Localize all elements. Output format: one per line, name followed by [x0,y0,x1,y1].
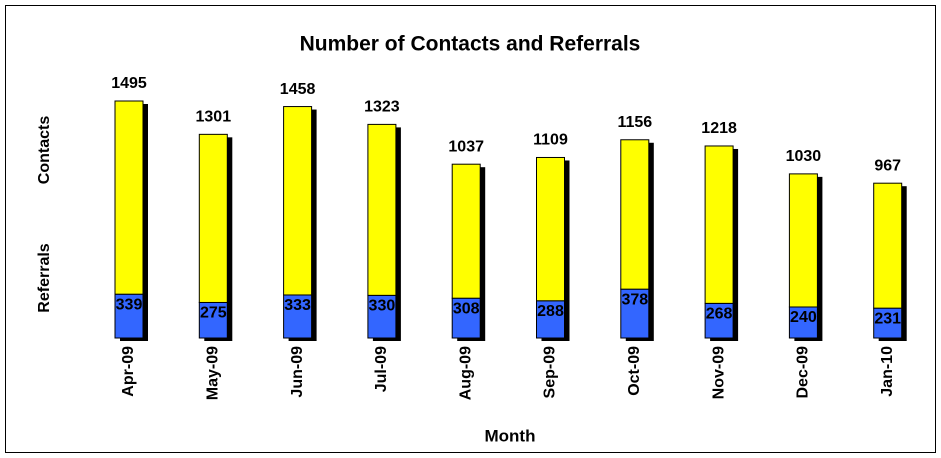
value-label: 333 [284,297,311,314]
bar-segment [198,133,228,303]
value-label: 1495 [111,75,147,92]
bar-segment [114,100,144,295]
value-label: 339 [116,296,143,313]
bar-segment [620,139,650,290]
bar-segment [704,302,734,339]
x-tick-label: Sep-09 [542,346,559,399]
bar-segment [704,145,734,304]
value-label: 275 [200,305,227,322]
bar-segment [283,294,313,339]
value-label: 1037 [448,138,484,155]
value-label: 1030 [786,148,822,165]
value-label: 268 [706,306,733,323]
bar-segment [451,297,481,339]
bar-segment [536,156,565,302]
value-label: 1156 [617,114,652,131]
x-tick-label: Jan-10 [879,346,896,397]
x-tick-label: May-09 [205,346,222,400]
value-label: 1301 [196,109,232,126]
x-tick-label: Nov-09 [710,346,727,399]
bar-segment [536,300,565,339]
bar-segment [367,123,397,296]
x-axis-label: Month [485,426,536,445]
value-label: 1323 [364,99,400,116]
legend-label: Contacts [36,116,53,185]
x-tick-label: Jun-09 [289,346,306,398]
x-tick-label: Apr-09 [120,346,137,397]
x-tick-label: Jul-09 [373,346,390,392]
bar-segment [788,306,818,339]
bar-segment [367,294,397,339]
legend-label: Referrals [36,243,53,312]
bar-segment [620,288,650,339]
bar-segment [451,163,481,299]
x-tick-label: Oct-09 [626,346,643,396]
value-label: 231 [874,310,901,327]
bar-segment [873,182,903,309]
value-label: 330 [369,298,396,315]
bar-segment [198,301,228,339]
value-label: 378 [621,291,648,308]
bar-segment [788,173,818,308]
value-label: 308 [453,300,480,317]
bar-segment [283,106,313,296]
value-label: 1458 [280,81,316,98]
x-tick-label: Aug-09 [457,346,474,400]
value-label: 240 [790,309,817,326]
value-label: 1109 [533,132,568,149]
value-label: 288 [537,303,564,320]
chart-title: Number of Contacts and Referrals [300,33,641,56]
x-tick-label: Dec-09 [795,346,812,399]
value-label: 967 [874,157,901,174]
value-label: 1218 [701,120,737,137]
